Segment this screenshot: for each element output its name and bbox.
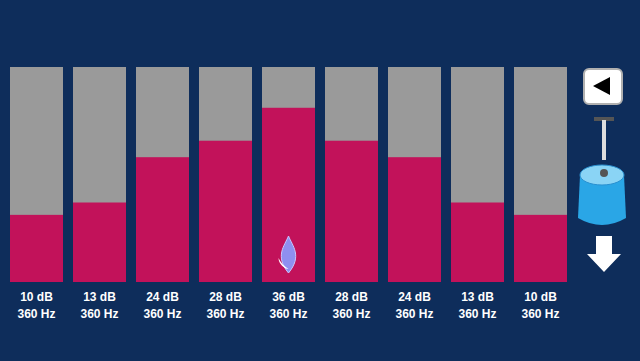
pot-knob xyxy=(600,169,608,177)
category-label: 360 Hz xyxy=(206,307,244,321)
category-label: 360 Hz xyxy=(269,307,307,321)
category-label: 360 Hz xyxy=(395,307,433,321)
category-label: 360 Hz xyxy=(458,307,496,321)
bar-track xyxy=(514,67,567,282)
category-label: 360 Hz xyxy=(17,307,55,321)
bar[interactable] xyxy=(451,203,504,282)
bar[interactable] xyxy=(199,141,252,282)
bar-track xyxy=(388,67,441,282)
bar[interactable] xyxy=(10,215,63,282)
data-label: 13 dB xyxy=(461,290,494,304)
chart-root: 10 dB 360 Hz 13 dB 360 Hz 24 dB 360 Hz 28 dB 36… xyxy=(0,0,640,361)
background xyxy=(0,0,640,361)
bar[interactable] xyxy=(388,157,441,282)
category-label: 360 Hz xyxy=(80,307,118,321)
data-label: 24 dB xyxy=(146,290,179,304)
data-label: 36 dB xyxy=(272,290,305,304)
bar-track xyxy=(262,67,315,282)
bar-track xyxy=(10,67,63,282)
category-label: 360 Hz xyxy=(332,307,370,321)
bar-track xyxy=(325,67,378,282)
data-label: 24 dB xyxy=(398,290,431,304)
bar-track xyxy=(199,67,252,282)
bar[interactable] xyxy=(325,141,378,282)
data-label: 10 dB xyxy=(524,290,557,304)
data-label: 28 dB xyxy=(335,290,368,304)
back-button[interactable] xyxy=(584,69,622,104)
pot-top xyxy=(580,165,624,185)
drop-icon xyxy=(281,236,295,273)
back-arrow xyxy=(593,77,610,95)
bar-track xyxy=(451,67,504,282)
category-label: 360 Hz xyxy=(521,307,559,321)
bar[interactable] xyxy=(136,157,189,282)
down-arrow[interactable] xyxy=(587,236,621,272)
data-label: 13 dB xyxy=(83,290,116,304)
data-label: 28 dB xyxy=(209,290,242,304)
bar[interactable] xyxy=(514,215,567,282)
bar[interactable] xyxy=(73,203,126,282)
bar[interactable] xyxy=(262,108,315,282)
bar-track xyxy=(136,67,189,282)
bar-track xyxy=(73,67,126,282)
bars xyxy=(10,108,567,282)
drop-icon-shine xyxy=(279,258,289,269)
pot-stick xyxy=(602,120,606,160)
category-label: 360 Hz xyxy=(143,307,181,321)
data-label: 10 dB xyxy=(20,290,53,304)
